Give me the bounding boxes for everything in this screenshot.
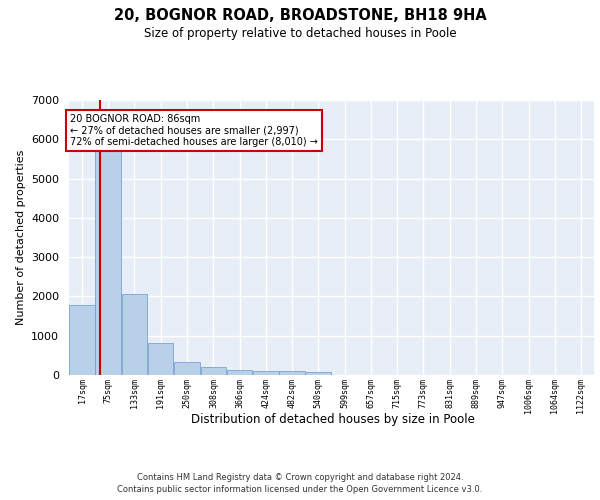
Text: Contains HM Land Registry data © Crown copyright and database right 2024.
Contai: Contains HM Land Registry data © Crown c… [118,472,482,494]
Bar [95,147,121,375]
Text: 20, BOGNOR ROAD, BROADSTONE, BH18 9HA: 20, BOGNOR ROAD, BROADSTONE, BH18 9HA [113,8,487,22]
Bar [305,372,331,375]
Text: 20 BOGNOR ROAD: 86sqm
← 27% of detached houses are smaller (2,997)
72% of semi-d: 20 BOGNOR ROAD: 86sqm ← 27% of detached … [70,114,318,147]
Bar [200,368,226,375]
Text: Distribution of detached houses by size in Poole: Distribution of detached houses by size … [191,412,475,426]
Bar [279,372,305,375]
Bar [148,343,173,375]
Bar [69,305,95,375]
Y-axis label: Number of detached properties: Number of detached properties [16,150,26,325]
Text: Size of property relative to detached houses in Poole: Size of property relative to detached ho… [143,28,457,40]
Bar [122,294,147,375]
Bar [175,362,200,375]
Bar [227,370,253,375]
Bar [253,370,278,375]
